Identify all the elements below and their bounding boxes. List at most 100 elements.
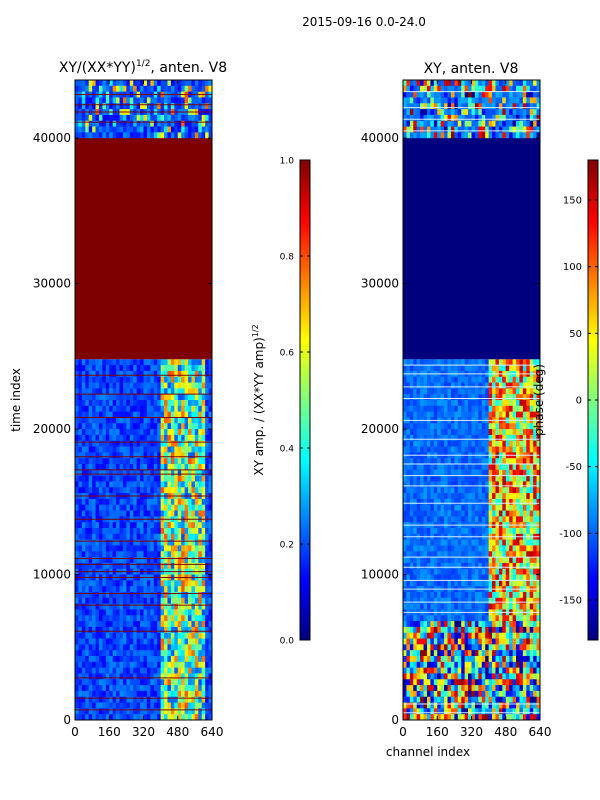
heatmap-cell: [536, 464, 540, 471]
heatmap-cell: [184, 528, 189, 535]
heatmap-cell: [516, 487, 520, 494]
heatmap-cell: [430, 446, 435, 453]
heatmap-cell: [194, 97, 199, 104]
heatmap-cell: [126, 481, 131, 488]
heatmap-cell: [437, 434, 442, 442]
heatmap-cell: [146, 708, 151, 715]
heatmap-cell: [194, 359, 199, 366]
heatmap-cell: [198, 382, 203, 389]
heatmap-cell: [454, 475, 459, 482]
heatmap-cell: [420, 464, 424, 471]
heatmap-cell: [181, 97, 185, 104]
heatmap-cell: [133, 644, 138, 651]
heatmap-cell: [140, 103, 144, 110]
heatmap-cell: [119, 644, 124, 651]
heatmap-cell: [420, 120, 424, 127]
heatmap-cell: [208, 586, 212, 593]
heatmap-cell: [526, 97, 531, 104]
heatmap-cell: [440, 91, 445, 98]
heatmap-cell: [478, 120, 483, 127]
heatmap-cell: [112, 434, 117, 442]
heatmap-cell: [75, 382, 79, 389]
heatmap-cell: [194, 469, 199, 477]
heatmap-cell: [164, 359, 168, 366]
heatmap-cell: [95, 475, 100, 482]
heatmap-cell: [188, 114, 192, 122]
heatmap-cell: [122, 120, 127, 127]
heatmap-cell: [509, 487, 513, 494]
heatmap-cell: [454, 109, 459, 116]
heatmap-cell: [157, 539, 162, 546]
heatmap-cell: [457, 103, 462, 110]
heatmap-cell: [122, 685, 127, 692]
heatmap-cell: [409, 487, 414, 494]
heatmap-cell: [450, 504, 455, 511]
heatmap-cell: [143, 481, 148, 488]
heatmap-cell: [140, 446, 144, 453]
heatmap-cell: [457, 475, 462, 482]
heatmap-cell: [98, 452, 103, 459]
heatmap-cell: [430, 516, 435, 523]
heatmap-cell: [430, 423, 435, 430]
heatmap-cell: [78, 394, 83, 401]
heatmap-cell: [403, 394, 407, 401]
heatmap-cell: [109, 632, 114, 639]
heatmap-cell: [78, 650, 83, 657]
heatmap-cell: [208, 533, 212, 541]
heatmap-cell: [444, 481, 448, 488]
heatmap-cell: [146, 615, 151, 622]
heatmap-cell: [409, 91, 414, 98]
heatmap-cell: [78, 696, 83, 703]
heatmap-cell: [485, 539, 490, 546]
heatmap-cell: [157, 545, 162, 552]
heatmap-cell: [119, 429, 124, 436]
heatmap-cell: [133, 458, 138, 465]
heatmap-cell: [437, 528, 442, 535]
heatmap-cell: [406, 539, 411, 546]
heatmap-cell: [205, 580, 209, 587]
heatmap-cell: [109, 80, 114, 87]
heatmap-cell: [78, 702, 83, 709]
heatmap-cell: [536, 114, 540, 122]
heatmap-cell: [188, 679, 192, 686]
heatmap-cell: [92, 626, 96, 634]
heatmap-cell: [457, 91, 462, 98]
heatmap-cell: [433, 475, 438, 482]
heatmap-cell: [81, 429, 86, 436]
heatmap-cell: [181, 656, 185, 663]
heatmap-cell: [157, 522, 162, 529]
heatmap-cell: [133, 714, 138, 720]
heatmap-cell: [416, 528, 421, 535]
heatmap-cell: [437, 365, 442, 372]
heatmap-cell: [170, 498, 175, 506]
heatmap-cell: [454, 592, 459, 599]
heatmap-cell: [170, 539, 175, 546]
heatmap-cell: [78, 714, 83, 720]
heatmap-cell: [498, 539, 503, 546]
heatmap-cell: [112, 126, 117, 133]
heatmap-cell: [153, 656, 158, 663]
heatmap-cell: [447, 487, 452, 494]
heatmap-cell: [78, 114, 83, 122]
heatmap-cell: [440, 429, 445, 436]
heatmap-cell: [184, 405, 189, 413]
heatmap-cell: [170, 365, 175, 372]
heatmap-cell: [88, 400, 93, 407]
heatmap-cell: [481, 109, 486, 116]
heatmap-cell: [92, 702, 96, 709]
heatmap-cell: [454, 562, 459, 570]
heatmap-cell: [433, 365, 438, 372]
heatmap-cell: [133, 609, 138, 616]
heatmap-cell: [416, 126, 421, 133]
heatmap-cell: [167, 667, 172, 674]
colorbar-tick-label: 0.6: [280, 349, 295, 359]
heatmap-cell: [98, 644, 103, 651]
heatmap-cell: [146, 667, 151, 674]
heatmap-cell: [505, 109, 510, 116]
heatmap-cell: [492, 382, 496, 389]
heatmap-cell: [478, 580, 483, 587]
heatmap-cell: [485, 592, 490, 599]
heatmap-cell: [181, 126, 185, 133]
heatmap-cell: [81, 557, 86, 564]
heatmap-cell: [488, 539, 493, 546]
